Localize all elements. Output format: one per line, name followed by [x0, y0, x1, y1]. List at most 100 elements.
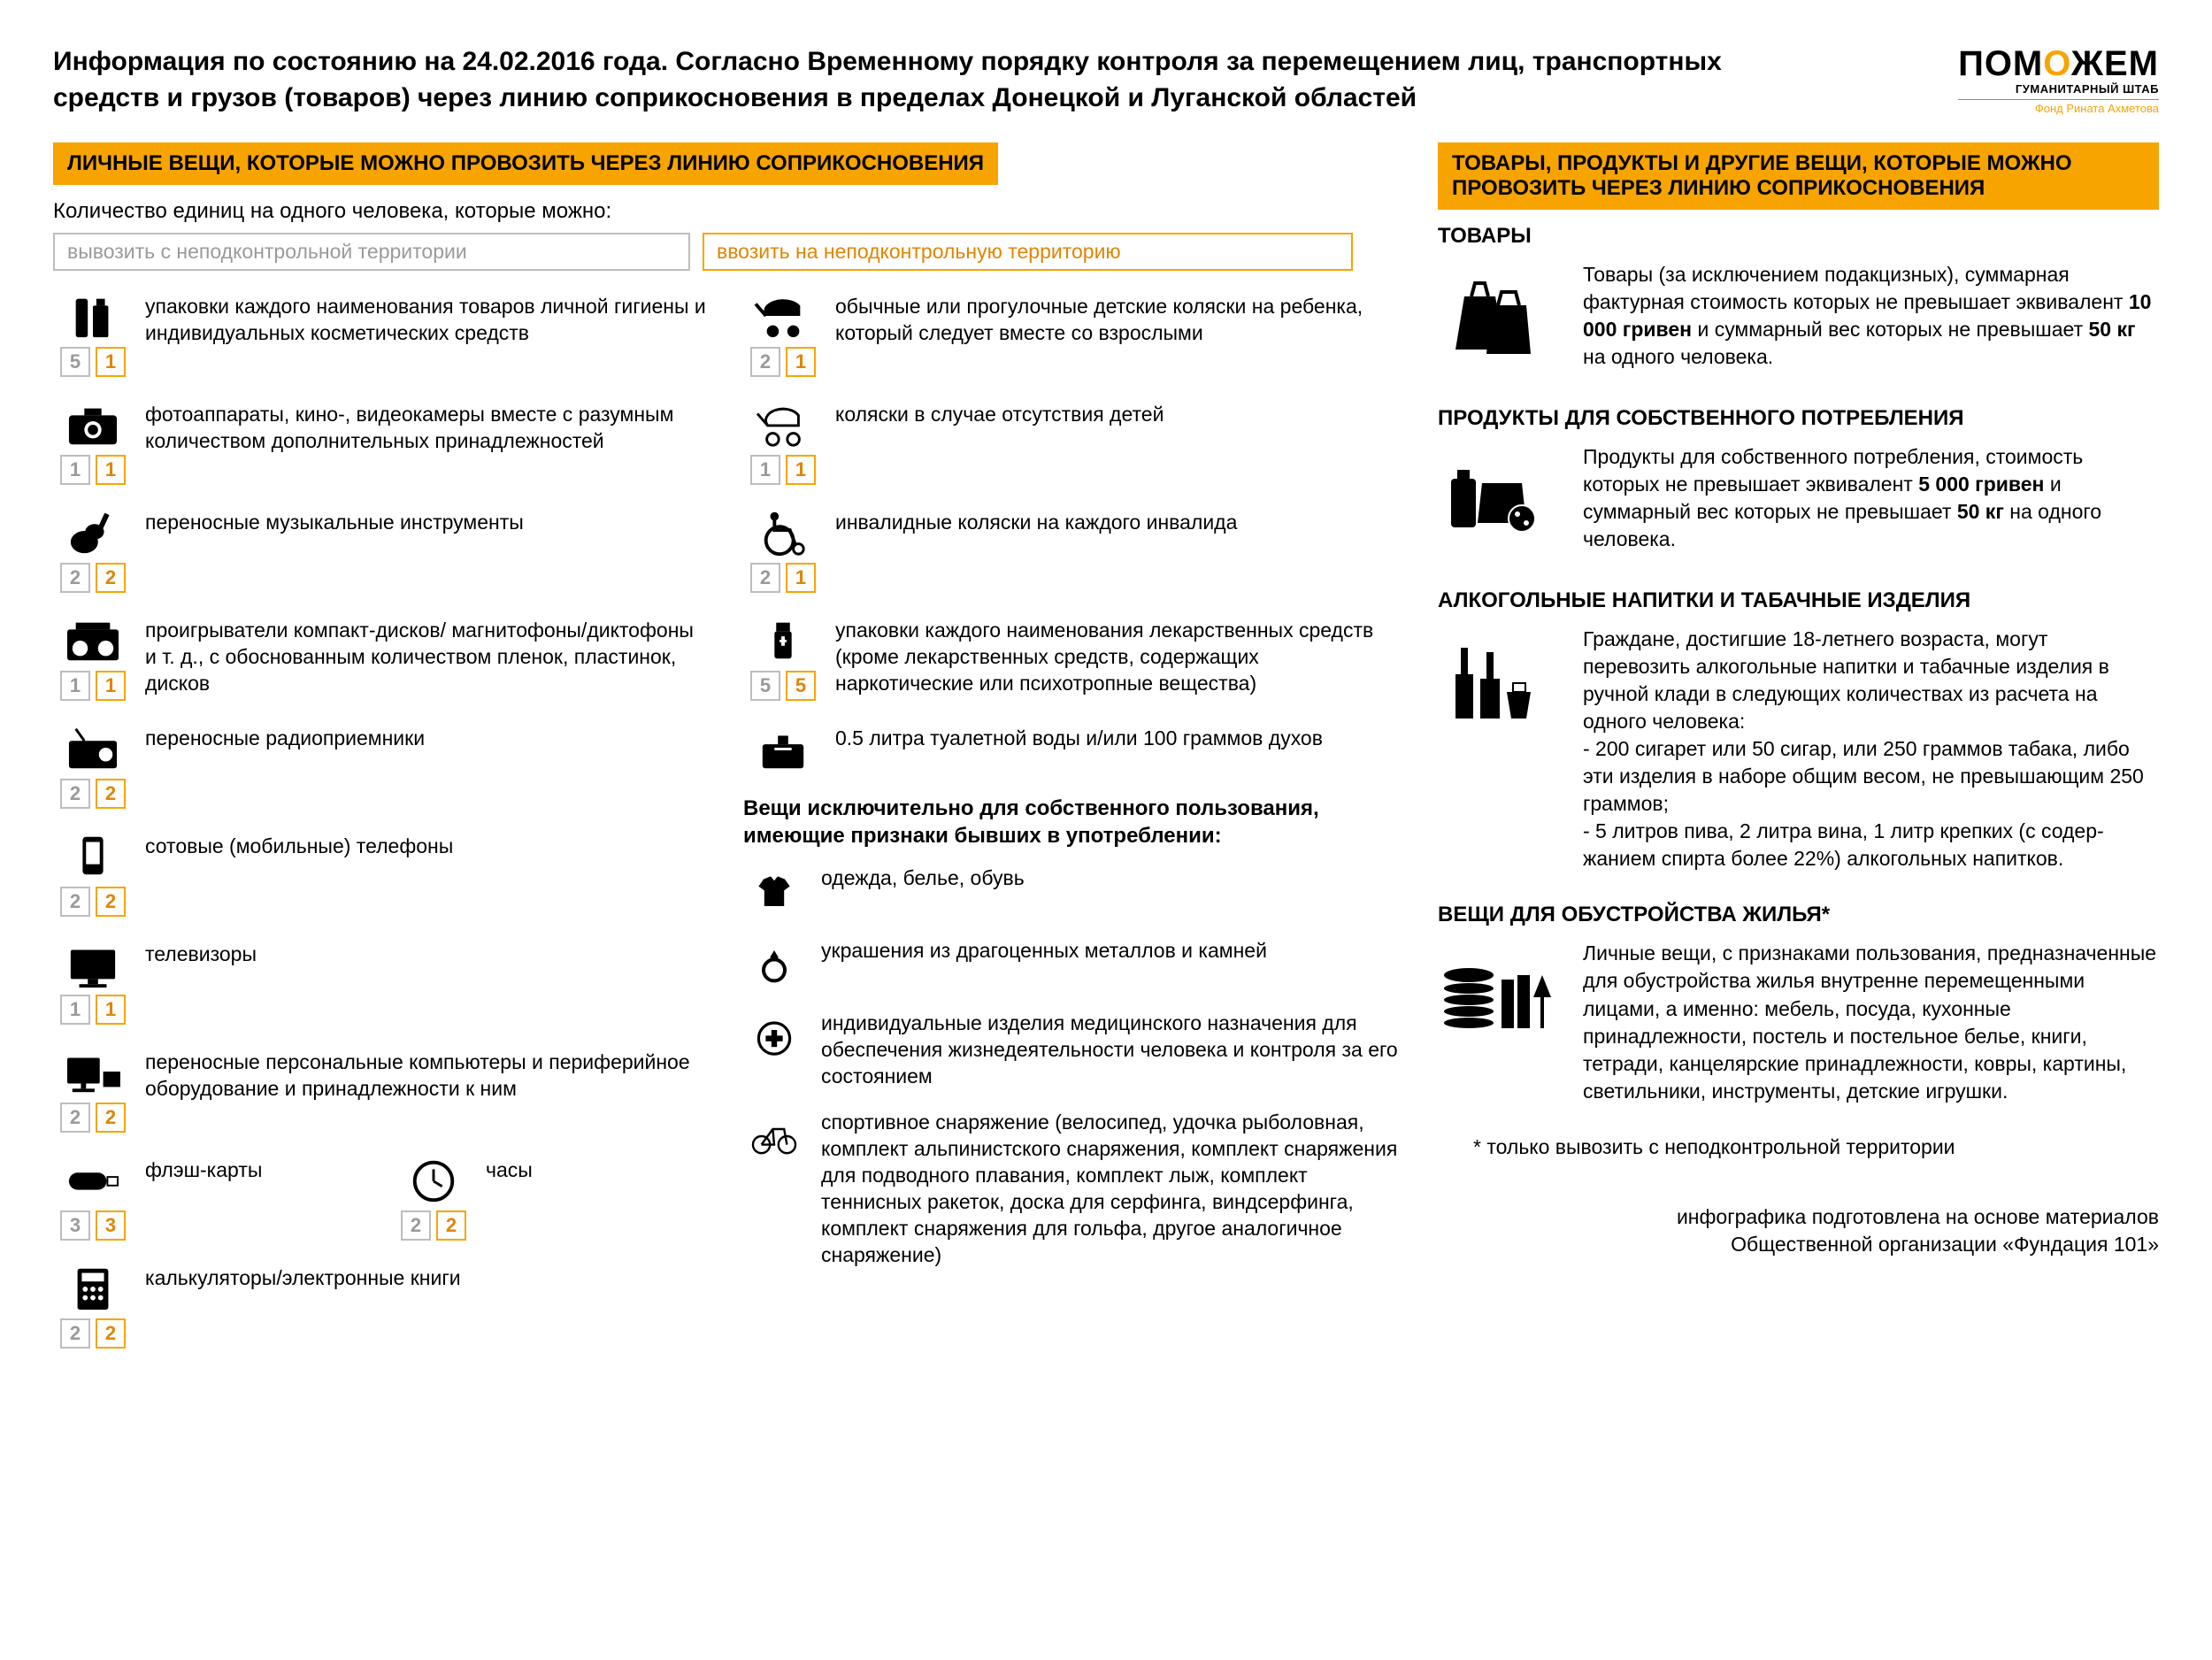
colA-6-row: 1 1 телевизоры [53, 938, 708, 1025]
colA-5-qty-import: 2 [96, 887, 126, 917]
colB-2-text: инвалидные коляски на каждого инвалида [835, 506, 1398, 536]
tv-icon [58, 938, 128, 989]
left-grid: 5 1 упаковки каждого наименования товаро… [53, 290, 1398, 1370]
colA-2-iconcol: 2 2 [53, 506, 133, 593]
colA-1-qty-import: 1 [96, 455, 126, 485]
clock-iconcol: 2 2 [394, 1154, 473, 1241]
guitar-icon [58, 506, 128, 557]
calc-qty-import: 2 [96, 1318, 126, 1349]
logo: ПОМОЖЕМ ГУМАНИТАРНЫЙ ШТАБ Фонд Рината Ах… [1958, 44, 2159, 115]
colB-3-qty-export: 5 [750, 671, 780, 701]
right-column: ТОВАРЫ, ПРОДУКТЫ И ДРУГИЕ ВЕЩИ, КОТОРЫЕ … [1438, 142, 2159, 1370]
calc-row: 2 2 калькуляторы/электронные книги [53, 1262, 708, 1349]
household-icon [1438, 940, 1562, 1055]
logo-text-pre: ПОМ [1958, 44, 2043, 83]
colA-5-row: 2 2 сотовые (мобильные) телефоны [53, 830, 708, 917]
personal-1: украшения из драгоценных металлов и камн… [743, 938, 1398, 991]
colB-0-text: обычные или прогулочные детские коляски … [835, 290, 1398, 347]
colA-3-qty-export: 1 [60, 671, 90, 701]
alcohol-icon [1438, 626, 1562, 741]
flash-qty-export: 3 [60, 1210, 90, 1241]
footnote: * только вывозить с неподконтрольной тер… [1473, 1135, 2159, 1159]
hygiene-icon [58, 290, 128, 342]
right-section-3-title: ВЕЩИ ДЛЯ ОБУСТРОЙСТВА ЖИЛЬЯ* [1438, 903, 2159, 927]
computer-icon [58, 1046, 128, 1097]
colA-0-iconcol: 5 1 [53, 290, 133, 377]
clock-icon [398, 1154, 469, 1205]
colA-0-qty-import: 1 [96, 347, 126, 377]
main-columns: ЛИЧНЫЕ ВЕЩИ, КОТОРЫЕ МОЖНО ПРОВОЗИТЬ ЧЕР… [53, 142, 2159, 1370]
colB-0-qty-import: 1 [786, 347, 816, 377]
personal-0: одежда, белье, обувь [743, 865, 1398, 918]
credit: инфографика подготовлена на основе матер… [1438, 1203, 2159, 1258]
right-heading: ТОВАРЫ, ПРОДУКТЫ И ДРУГИЕ ВЕЩИ, КОТОРЫЕ … [1438, 142, 2159, 210]
bike-icon [743, 1110, 805, 1163]
stroller-icon [748, 290, 818, 342]
clock-row: 2 2 часы [394, 1154, 708, 1241]
right-section-3-row: Личные вещи, с признаками пользования, п… [1438, 940, 2159, 1104]
stroller2-icon [748, 398, 818, 450]
left-heading: ЛИЧНЫЕ ВЕЩИ, КОТОРЫЕ МОЖНО ПРОВОЗИТЬ ЧЕР… [53, 142, 998, 185]
colB-3-text: упаковки каждого наименования лекарствен… [835, 614, 1398, 697]
clock-text: часы [486, 1154, 708, 1184]
food-icon [1438, 443, 1562, 558]
credit-line1: инфографика подготовлена на основе матер… [1438, 1203, 2159, 1231]
usb-icon [58, 1154, 128, 1205]
colA-7-qty-import: 2 [96, 1103, 126, 1133]
perfume-icon [748, 722, 818, 773]
personal-3: спортивное снаряжение (велосипед, удочка… [743, 1110, 1398, 1268]
colB-2-qty-import: 1 [786, 563, 816, 593]
colA-5-text: сотовые (мобильные) телефоны [145, 830, 708, 860]
colB-0-qty-export: 2 [750, 347, 780, 377]
right-section-0-text: Товары (за исключением подакцизных), сум… [1583, 261, 2159, 371]
colB-4-text: 0.5 литра туалетной воды и/или 100 грамм… [835, 722, 1398, 752]
personal-0-text: одежда, белье, обувь [821, 865, 1398, 892]
colA-5-qty-export: 2 [60, 887, 90, 917]
colA-4-qty-import: 2 [96, 779, 126, 809]
credit-line2: Общественной организации «Фундация 101» [1438, 1231, 2159, 1258]
colA-6-text: телевизоры [145, 938, 708, 968]
right-section-1-text: Продукты для собственного потребления, с… [1583, 443, 2159, 553]
right-section-1: ПРОДУКТЫ ДЛЯ СОБСТВЕННОГО ПОТРЕБЛЕНИЯ Пр… [1438, 406, 2159, 558]
flash-row: 3 3 флэш-карты [53, 1154, 367, 1241]
flash-qty-import: 3 [96, 1210, 126, 1241]
tab-export: вывозить с неподконтрольной территории [53, 233, 690, 271]
left-intro: Количество единиц на одного человека, ко… [53, 199, 1398, 224]
colB-2-row: 2 1 инвалидные коляски на каждого инвали… [743, 506, 1398, 593]
colB-2-qty-export: 2 [750, 563, 780, 593]
right-section-3-text: Личные вещи, с признаками пользования, п… [1583, 940, 2159, 1104]
colA-0-row: 5 1 упаковки каждого наименования товаро… [53, 290, 708, 377]
colB-1-qty-import: 1 [786, 455, 816, 485]
colA-4-text: переносные радиоприемники [145, 722, 708, 752]
right-section-1-row: Продукты для собственного потребления, с… [1438, 443, 2159, 558]
colA-6-iconcol: 1 1 [53, 938, 133, 1025]
logo-subtitle: ГУМАНИТАРНЫЙ ШТАБ [1958, 82, 2159, 96]
colA-7-iconcol: 2 2 [53, 1046, 133, 1133]
colA-0-qty-export: 5 [60, 347, 90, 377]
colA-7-text: переносные персональные компьюте­ры и пе… [145, 1046, 708, 1103]
left-column: ЛИЧНЫЕ ВЕЩИ, КОТОРЫЕ МОЖНО ПРОВОЗИТЬ ЧЕР… [53, 142, 1398, 1370]
personal-2: индивидуальные изделия медицин­ского наз… [743, 1011, 1398, 1090]
colA-2-qty-import: 2 [96, 563, 126, 593]
right-section-0: ТОВАРЫ Товары (за исключением подакцизны… [1438, 224, 2159, 376]
boombox-icon [58, 614, 128, 665]
left-subcol-b: 2 1 обычные или прогулочные детские коля… [743, 290, 1398, 1370]
colB-0-iconcol: 2 1 [743, 290, 823, 377]
flash-clock-row: 3 3 флэш-карты 2 2 часы [53, 1154, 708, 1262]
clock-qty-export: 2 [401, 1210, 431, 1241]
meds-icon [748, 614, 818, 665]
wheelchair-icon [748, 506, 818, 557]
colA-4-iconcol: 2 2 [53, 722, 133, 809]
colA-1-iconcol: 1 1 [53, 398, 133, 485]
right-section-2-row: Граждане, достигшие 18-летнего возраста,… [1438, 626, 2159, 872]
colA-7-qty-export: 2 [60, 1103, 90, 1133]
tshirt-icon [743, 865, 805, 918]
logo-subtitle2: Фонд Рината Ахметова [1958, 99, 2159, 115]
colA-2-qty-export: 2 [60, 563, 90, 593]
right-section-1-title: ПРОДУКТЫ ДЛЯ СОБСТВЕННОГО ПОТРЕБЛЕНИЯ [1438, 406, 2159, 431]
colB-3-row: 5 5 упаковки каждого наименования лекарс… [743, 614, 1398, 701]
camera-icon [58, 398, 128, 450]
colA-4-qty-export: 2 [60, 779, 90, 809]
colA-6-qty-export: 1 [60, 995, 90, 1025]
colB-1-qty-export: 1 [750, 455, 780, 485]
